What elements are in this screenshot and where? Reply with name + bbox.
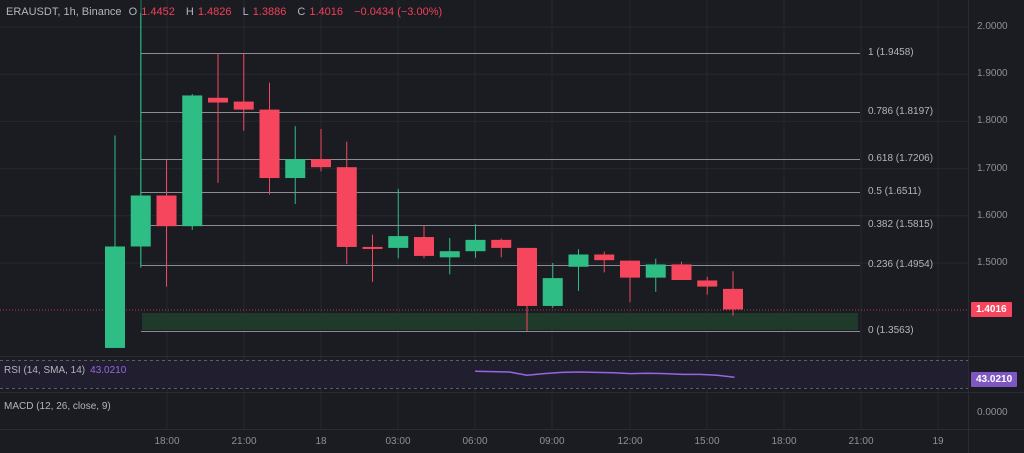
grid-lines: [0, 0, 968, 430]
time-tick: 12:00: [617, 436, 643, 447]
candle[interactable]: [645, 258, 666, 292]
candle[interactable]: [388, 188, 409, 259]
candlesticks[interactable]: [105, 12, 743, 348]
price-tick: 1.9000: [977, 68, 1008, 80]
candle[interactable]: [208, 52, 228, 183]
candle-body: [723, 288, 743, 310]
candle[interactable]: [723, 271, 743, 316]
symbol-label: ERAUSDT, 1h, Binance: [6, 6, 122, 18]
candle-body: [233, 101, 254, 110]
fib-level-label: 0.618 (1.7206): [868, 152, 934, 164]
candle[interactable]: [439, 237, 460, 275]
time-tick: 18:00: [771, 436, 797, 447]
time-tick: 03:00: [385, 436, 411, 447]
price-tick: 1.6000: [977, 209, 1008, 221]
time-tick: 19: [932, 436, 944, 447]
candle-body: [311, 159, 331, 168]
time-tick: 21:00: [848, 436, 874, 447]
candle[interactable]: [182, 94, 203, 230]
candle[interactable]: [156, 160, 177, 287]
low-value: 1.3886: [252, 6, 287, 18]
macd-label: MACD (12, 26, close, 9): [4, 401, 111, 412]
candle[interactable]: [620, 260, 640, 303]
candle[interactable]: [542, 263, 563, 308]
candle[interactable]: [568, 249, 589, 291]
candle-body: [285, 159, 306, 179]
candle[interactable]: [285, 126, 306, 204]
candle[interactable]: [233, 52, 254, 131]
fib-retracement[interactable]: [140, 0, 860, 332]
time-tick: 06:00: [462, 436, 488, 447]
fib-level-label: 0.5 (1.6511): [868, 185, 922, 197]
candle-body: [362, 246, 383, 249]
open-value: 1.4452: [141, 6, 175, 18]
macd-legend[interactable]: MACD (12, 26, close, 9): [4, 401, 111, 412]
high-value: 1.4826: [197, 6, 232, 18]
fib-level-label: 0.786 (1.8197): [868, 105, 934, 117]
candle-body: [182, 95, 203, 227]
support-zone-rect: [142, 313, 858, 330]
rsi-value: 43.0210: [90, 365, 127, 376]
candle[interactable]: [362, 234, 383, 282]
candle-body: [130, 195, 151, 247]
close-value: 1.4016: [309, 6, 344, 18]
candle[interactable]: [105, 135, 125, 348]
price-tick: 1.8000: [977, 115, 1008, 127]
candle-body: [594, 254, 615, 261]
price-tick: 1.7000: [977, 162, 1008, 174]
price-tick: 1.5000: [977, 257, 1008, 268]
candle-body: [259, 109, 280, 179]
time-tick: 21:00: [231, 436, 257, 447]
time-tick: 18: [315, 436, 327, 447]
candle[interactable]: [671, 261, 692, 280]
candle[interactable]: [491, 238, 512, 258]
candle-body: [697, 280, 718, 287]
candle[interactable]: [697, 276, 718, 295]
candle[interactable]: [414, 225, 434, 259]
candle-body: [568, 254, 589, 267]
symbol-legend[interactable]: ERAUSDT, 1h, Binance O 1.4452 H 1.4826 L 1.…: [6, 6, 443, 18]
candle[interactable]: [130, 12, 151, 268]
candle[interactable]: [311, 128, 331, 172]
fib-level-label: 0 (1.3563): [868, 324, 914, 336]
time-tick: 09:00: [539, 436, 565, 447]
candle-body: [517, 247, 537, 306]
candle-body: [156, 195, 177, 227]
candle-body: [542, 278, 563, 306]
candle[interactable]: [259, 82, 280, 195]
macd-axis-value: 0.0000: [977, 407, 1008, 418]
fib-level-label: 0.382 (1.5815): [868, 218, 934, 230]
rsi-label: RSI (14, SMA, 14): [4, 365, 86, 376]
candle[interactable]: [594, 251, 615, 273]
fib-level-label: 1 (1.9458): [868, 46, 914, 58]
rsi-value-tag: 43.0210: [971, 372, 1018, 387]
rsi-legend[interactable]: RSI (14, SMA, 14) 43.0210: [4, 365, 126, 376]
time-tick: 18:00: [154, 436, 180, 447]
candle-body: [439, 251, 460, 258]
change-value: −0.0434 (−3.00%): [354, 6, 443, 18]
candle-body: [388, 236, 409, 248]
candle[interactable]: [465, 224, 486, 258]
candle-body: [645, 264, 666, 278]
candle-body: [465, 239, 486, 252]
candle-body: [620, 260, 640, 278]
candle-body: [414, 237, 434, 256]
rsi-band: [0, 360, 968, 388]
candle-body: [105, 246, 125, 348]
rsi-pane: [0, 360, 968, 389]
time-tick: 15:00: [694, 436, 720, 447]
candle-body: [671, 264, 692, 280]
price-tick: 2.0000: [977, 21, 1008, 32]
candle[interactable]: [336, 141, 357, 264]
rsi-line: [474, 370, 735, 378]
candle-body: [208, 97, 228, 103]
candle[interactable]: [517, 247, 537, 331]
current-price-tag: 1.4016: [971, 302, 1012, 317]
support-zone: [0, 309, 968, 330]
candle-body: [491, 239, 512, 248]
candle-body: [336, 167, 357, 247]
fib-level-label: 0.236 (1.4954): [868, 258, 934, 270]
